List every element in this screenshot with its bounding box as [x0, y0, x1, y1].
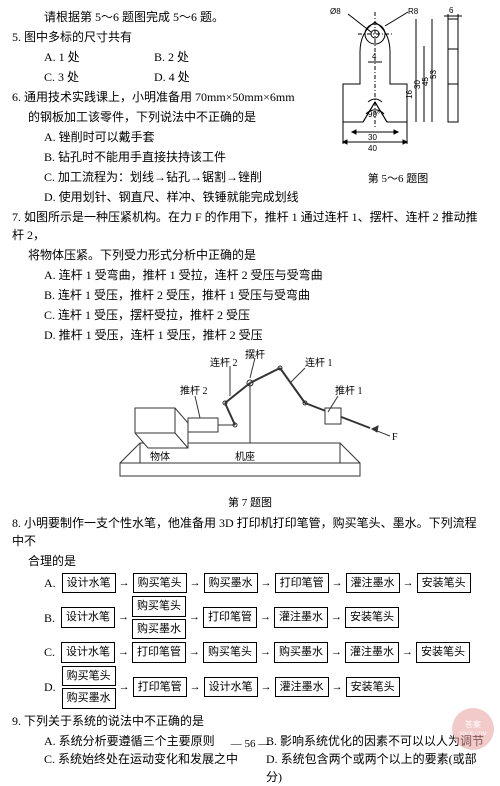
q7-stem2: 将物体压紧。下列受力形式分析中正确的是: [12, 246, 488, 264]
flow-box: 安装笔头: [345, 607, 399, 628]
figure-5-6: Ø8 R8 6 4 90° 30 40 16 30 45 53 第 5～6 题图: [308, 4, 488, 164]
watermark-line2: MXQE.COM: [459, 731, 486, 739]
arrow-icon: →: [331, 644, 342, 661]
flow-box: 打印笔管: [133, 677, 187, 698]
q8-b-label: B.: [44, 609, 55, 627]
label-tuigan1: 推杆 1: [335, 384, 363, 397]
arrow-icon: →: [260, 609, 271, 626]
q5-option-c: C. 3 处: [44, 68, 154, 86]
flow-box: 安装笔头: [346, 677, 400, 698]
flow-box: 购买笔头: [62, 666, 116, 687]
q7-option-c: C. 连杆 1 受压，摆杆受拉，推杆 2 受压: [12, 306, 488, 324]
arrow-icon: →: [261, 679, 272, 696]
flow-box: 安装笔头: [416, 642, 470, 663]
q6-stem2: 的钢板加工该零件，下列说法中不正确的是: [12, 108, 302, 126]
flow-box: 设计水笔: [61, 607, 115, 628]
flow-box: 购买墨水: [204, 573, 258, 594]
watermark-line1: 答案: [465, 719, 481, 731]
dim-40: 40: [368, 144, 377, 153]
flow-box: 购买墨水: [132, 619, 186, 640]
arrow-icon: →: [332, 679, 343, 696]
dim-4: 4: [372, 52, 377, 61]
q6-stem1: 6. 通用技术实践课上，小明准备用 70mm×50mm×6mm: [12, 88, 302, 106]
q7-option-d: D. 推杆 1 受压，连杆 1 受压，推杆 2 受压: [12, 326, 488, 344]
page-number: — 56 —: [0, 736, 500, 753]
arrow-icon: →: [189, 609, 200, 626]
q7-stem1: 7. 如图所示是一种压紧机构。在力 F 的作用下，推杆 1 通过连杆 1、摆杆、…: [12, 208, 488, 244]
flow-box: 购买笔头: [203, 642, 257, 663]
q6-option-a: A. 锉削时可以戴手套: [12, 128, 302, 146]
dim-6: 6: [449, 6, 454, 15]
flow-box: 打印笔管: [275, 573, 329, 594]
arrow-icon: →: [260, 644, 271, 661]
label-jizuo: 机座: [235, 450, 255, 463]
flow-box: 灌注墨水: [275, 677, 329, 698]
q8-option-a: A. 设计水笔 → 购买笔头 → 购买墨水 → 打印笔管 → 灌注墨水 → 安装…: [44, 573, 488, 594]
arrow-icon: →: [118, 644, 129, 661]
flow-box: 购买笔头: [132, 596, 186, 617]
arrow-icon: →: [402, 644, 413, 661]
q9-option-c: C. 系统始终处在运动变化和发展之中: [44, 750, 266, 786]
dim-16: 16: [405, 90, 414, 99]
q8-a-label: A.: [44, 574, 56, 592]
q6-option-c: C. 加工流程为：划线→钻孔→锯割→锉削: [12, 168, 302, 186]
arrow-icon: →: [331, 609, 342, 626]
flow-box: 购买墨水: [274, 642, 328, 663]
flow-box: 购买笔头: [133, 573, 187, 594]
flow-box: 设计水笔: [61, 642, 115, 663]
figure-7-caption: 第 7 题图: [80, 495, 420, 512]
q5-stem: 5. 图中多标的尺寸共有: [12, 28, 302, 46]
q6-option-b: B. 钻孔时不能用手直接扶持该工件: [12, 148, 302, 166]
q5-option-a: A. 1 处: [44, 48, 154, 66]
q9-stem: 9. 下列关于系统的说法中不正确的是: [12, 712, 488, 730]
dim-90deg: 90°: [368, 110, 380, 119]
flow-box: 购买墨水: [62, 688, 116, 709]
q8-stem1: 8. 小明要制作一支个性水笔，他准备用 3D 打印机打印笔管，购买笔头、墨水。下…: [12, 514, 488, 550]
dim-r8: R8: [408, 7, 419, 16]
flow-box: 灌注墨水: [346, 573, 400, 594]
q5-option-d: D. 4 处: [154, 68, 264, 86]
q7-option-a: A. 连杆 1 受弯曲，推杆 1 受拉，连杆 2 受压与受弯曲: [12, 266, 488, 284]
label-liangan2: 连杆 2: [210, 356, 238, 369]
q8-c-label: C.: [44, 643, 55, 661]
q5-option-b: B. 2 处: [154, 48, 264, 66]
figure-7: 摆杆 推杆 2 连杆 2 连杆 1 推杆 1 物体 机座 F 第 7 题图: [80, 348, 420, 512]
flow-box: 安装笔头: [417, 573, 471, 594]
dim-phi8: Ø8: [330, 7, 341, 16]
q8-option-d: D. 购买笔头 购买墨水 → 打印笔管 → 设计水笔 → 灌注墨水 → 安装笔头: [44, 666, 488, 709]
figure-5-6-caption: 第 5～6 题图: [308, 171, 488, 188]
label-baigan: 摆杆: [245, 348, 265, 361]
q8-stem2: 合理的是: [12, 552, 488, 570]
label-liangan1: 连杆 1: [305, 356, 333, 369]
arrow-icon: →: [261, 575, 272, 592]
intro-5-6: 请根据第 5～6 题图完成 5～6 题。: [12, 8, 302, 26]
arrow-icon: →: [190, 575, 201, 592]
flow-box: 灌注墨水: [345, 642, 399, 663]
dim-53: 53: [429, 70, 438, 79]
watermark-badge: 答案 MXQE.COM: [452, 708, 494, 750]
flow-box: 打印笔管: [132, 642, 186, 663]
flow-box: 设计水笔: [62, 573, 116, 594]
arrow-icon: →: [403, 575, 414, 592]
q7-option-b: B. 连杆 1 受压，推杆 2 受压，推杆 1 受压与受弯曲: [12, 286, 488, 304]
q6-option-d: D. 使用划针、钢直尺、样冲、铁锤就能完成划线: [12, 188, 302, 206]
label-tuigan2: 推杆 2: [180, 384, 208, 397]
label-wuti: 物体: [150, 450, 170, 463]
arrow-icon: →: [332, 575, 343, 592]
label-f: F: [392, 432, 398, 443]
arrow-icon: →: [190, 679, 201, 696]
arrow-icon: →: [119, 679, 130, 696]
arrow-icon: →: [189, 644, 200, 661]
flow-box: 灌注墨水: [274, 607, 328, 628]
flow-box: 设计水笔: [204, 677, 258, 698]
arrow-icon: →: [118, 609, 129, 626]
q9-option-d: D. 系统包含两个或两个以上的要素(或部分): [266, 750, 488, 786]
flow-box: 打印笔管: [203, 607, 257, 628]
q8-option-b: B. 设计水笔 → 购买笔头 购买墨水 → 打印笔管 → 灌注墨水 → 安装笔头: [44, 596, 488, 639]
q8-option-c: C. 设计水笔 → 打印笔管 → 购买笔头 → 购买墨水 → 灌注墨水 → 安装…: [44, 642, 488, 663]
arrow-icon: →: [119, 575, 130, 592]
q8-d-label: D.: [44, 678, 56, 696]
dim-30h: 30: [368, 133, 377, 142]
